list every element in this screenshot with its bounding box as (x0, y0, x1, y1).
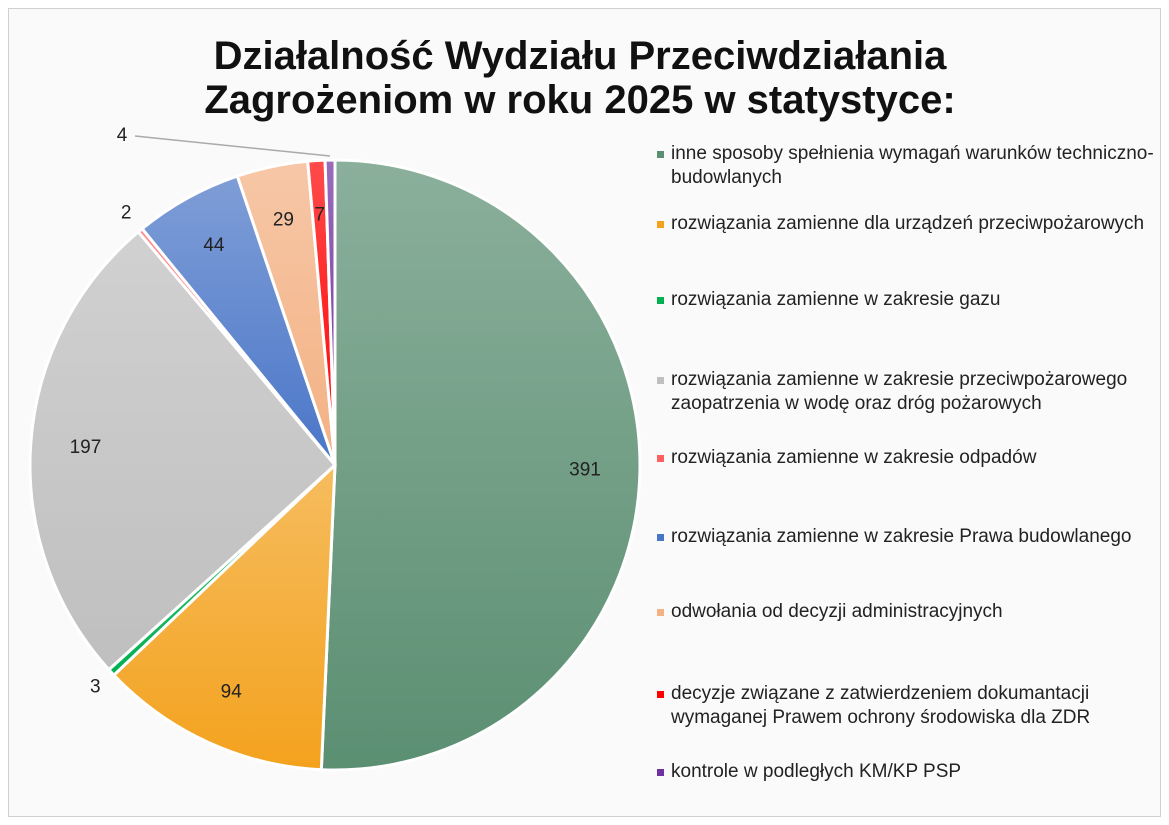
legend-label: rozwiązania zamienne w zakresie gazu (671, 289, 1001, 310)
legend-swatch (657, 769, 664, 776)
legend-label: inne sposoby spełnienia wymagań warunków… (671, 143, 1154, 188)
chart-title: Działalność Wydziału Przeciwdziałania Za… (204, 34, 956, 122)
leader-line (134, 135, 331, 157)
pie-slice (323, 158, 337, 466)
pie-slice (28, 229, 338, 672)
data-label: 44 (203, 235, 225, 256)
legend-swatch (657, 691, 664, 698)
data-label: 94 (221, 682, 243, 703)
legend-label: rozwiązania zamienne w zakresie odpadów (671, 447, 1037, 468)
data-label: 7 (314, 204, 325, 225)
pie-slice (111, 461, 337, 772)
legend-item: kontrole w podległych KM/KP PSP (655, 760, 1169, 784)
legend-item: decyzje związane z zatwierdzeniem dokuma… (655, 682, 1169, 730)
data-label: 29 (273, 209, 294, 230)
data-label: 197 (70, 437, 102, 458)
data-label: 391 (569, 460, 601, 481)
legend-swatch (657, 534, 664, 541)
pie-slice (319, 158, 642, 772)
legend-label: rozwiązania zamienne dla urządzeń przeci… (671, 213, 1145, 234)
legend-swatch (657, 609, 664, 616)
legend-item: rozwiązania zamienne w zakresie gazu (655, 288, 1169, 312)
legend-label: odwołania od decyzji administracyjnych (671, 601, 1003, 622)
legend-item: odwołania od decyzji administracyjnych (655, 600, 1169, 624)
legend-item: inne sposoby spełnienia wymagań warunków… (655, 142, 1169, 190)
legend-item: rozwiązania zamienne w zakresie przeciwp… (655, 368, 1169, 416)
legend-swatch (657, 455, 664, 462)
legend-label: decyzje związane z zatwierdzeniem dokuma… (671, 683, 1091, 728)
legend-swatch (657, 151, 664, 158)
data-label: 3 (90, 676, 101, 697)
legend-swatch (657, 377, 664, 384)
legend-item: rozwiązania zamienne w zakresie odpadów (655, 446, 1169, 470)
data-label: 2 (121, 202, 132, 223)
legend-item: rozwiązania zamienne dla urządzeń przeci… (655, 212, 1169, 236)
legend-swatch (657, 221, 664, 228)
legend-swatch (657, 297, 664, 304)
legend-label: rozwiązania zamienne w zakresie Prawa bu… (671, 526, 1132, 547)
legend-label: kontrole w podległych KM/KP PSP (671, 761, 962, 782)
data-label: 4 (117, 125, 128, 146)
legend-item: rozwiązania zamienne w zakresie Prawa bu… (655, 525, 1169, 549)
legend-label: rozwiązania zamienne w zakresie przeciwp… (671, 369, 1128, 414)
